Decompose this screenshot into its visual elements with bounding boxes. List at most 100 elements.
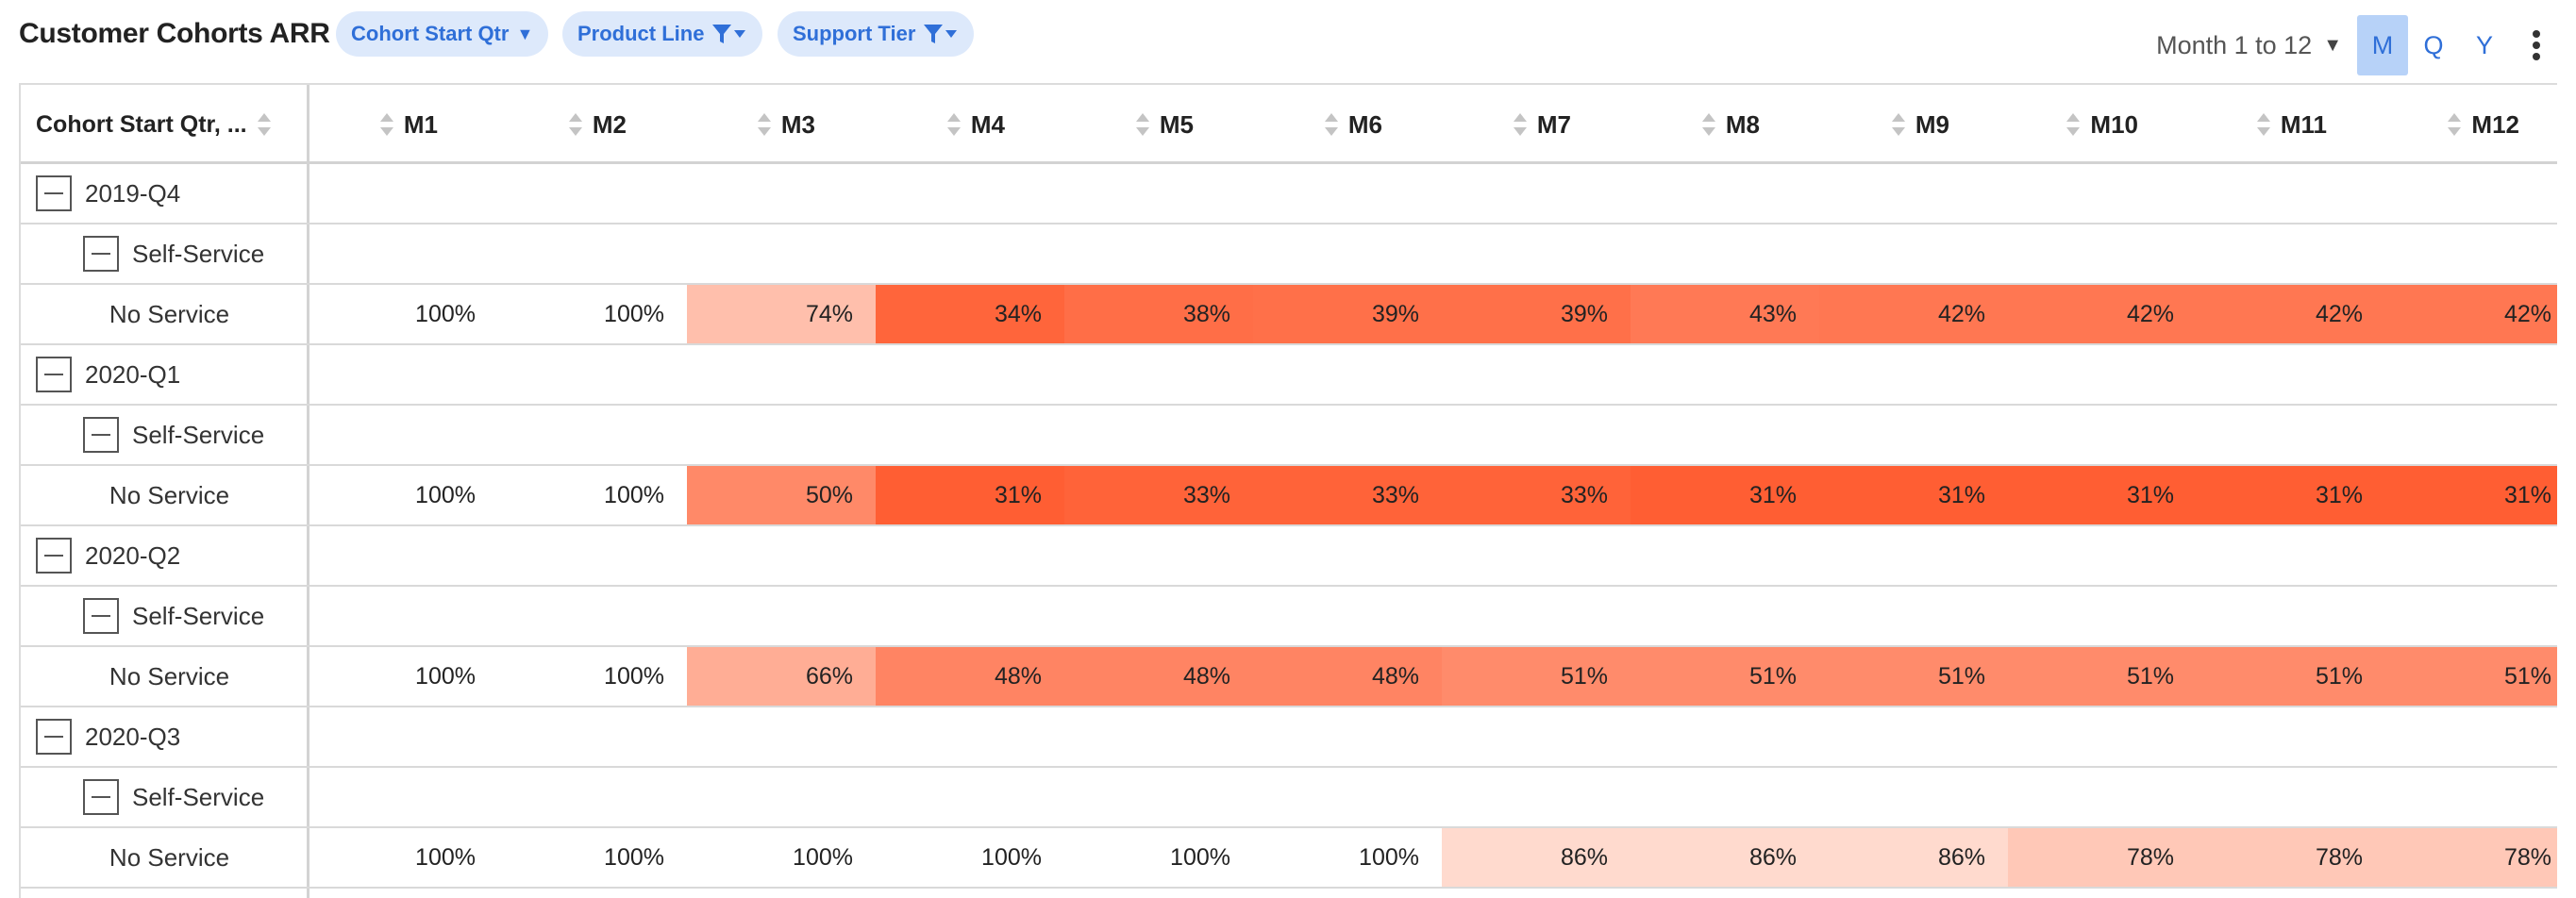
retention-cell[interactable]: 78% bbox=[2197, 828, 2385, 887]
cohort-table: Cohort Start Qtr, ... M1 M2 M3 M4 M5 M6 M7 M8 M9… bbox=[19, 83, 2557, 898]
granularity-button-m[interactable]: M bbox=[2357, 15, 2408, 75]
retention-cell[interactable]: 42% bbox=[2008, 285, 2197, 343]
retention-cell[interactable]: 39% bbox=[1442, 285, 1631, 343]
sort-icon[interactable] bbox=[946, 111, 962, 138]
column-header-label: M6 bbox=[1347, 109, 1382, 139]
retention-cell[interactable]: 48% bbox=[1253, 647, 1442, 706]
filter-chip-3[interactable]: Support Tier bbox=[778, 11, 975, 57]
column-header-m5[interactable]: M5 bbox=[1028, 85, 1216, 164]
retention-cell[interactable]: 43% bbox=[1631, 285, 1819, 343]
retention-cell[interactable]: 42% bbox=[2385, 285, 2557, 343]
retention-cell[interactable]: 31% bbox=[2197, 466, 2385, 524]
sort-icon[interactable] bbox=[1324, 111, 1339, 138]
retention-cell[interactable]: 50% bbox=[687, 466, 876, 524]
sort-icon[interactable] bbox=[2066, 111, 2081, 138]
retention-cell[interactable]: 66% bbox=[687, 647, 876, 706]
retention-cell[interactable]: 51% bbox=[2008, 647, 2197, 706]
table-row-product: Self-Service bbox=[21, 406, 2557, 466]
collapse-icon[interactable] bbox=[36, 175, 72, 211]
column-header-m3[interactable]: M3 bbox=[649, 85, 838, 164]
retention-cell[interactable]: 39% bbox=[1253, 285, 1442, 343]
month-range-dropdown[interactable]: Month 1 to 12 ▼ bbox=[2156, 31, 2342, 60]
sort-icon[interactable] bbox=[568, 111, 583, 138]
column-header-m6[interactable]: M6 bbox=[1216, 85, 1405, 164]
retention-cell[interactable]: 31% bbox=[2385, 466, 2557, 524]
column-header-cohort[interactable]: Cohort Start Qtr, ... bbox=[21, 85, 307, 164]
retention-cell[interactable]: 33% bbox=[1442, 466, 1631, 524]
retention-cell[interactable]: 100% bbox=[415, 843, 476, 871]
retention-cell[interactable]: 86% bbox=[1819, 828, 2008, 887]
collapse-icon[interactable] bbox=[83, 598, 119, 634]
column-header-m10[interactable]: M10 bbox=[1972, 85, 2161, 164]
retention-cell[interactable]: 51% bbox=[1631, 647, 1819, 706]
retention-cell[interactable]: 100% bbox=[415, 481, 476, 508]
retention-cell[interactable]: 100% bbox=[604, 300, 664, 327]
collapse-icon[interactable] bbox=[36, 357, 72, 392]
retention-cell[interactable]: 31% bbox=[1819, 466, 2008, 524]
collapse-icon[interactable] bbox=[83, 236, 119, 272]
sort-icon[interactable] bbox=[1701, 111, 1716, 138]
column-header-m7[interactable]: M7 bbox=[1405, 85, 1594, 164]
retention-cell[interactable]: 86% bbox=[1442, 828, 1631, 887]
column-header-label: M9 bbox=[1915, 109, 1949, 139]
granularity-button-q[interactable]: Q bbox=[2423, 30, 2444, 59]
retention-cell[interactable]: 38% bbox=[1064, 285, 1253, 343]
retention-cell[interactable]: 31% bbox=[876, 466, 1064, 524]
retention-cell[interactable]: 31% bbox=[1631, 466, 1819, 524]
sort-icon[interactable] bbox=[379, 111, 394, 138]
filter-icon bbox=[923, 23, 959, 45]
collapse-icon[interactable] bbox=[83, 417, 119, 453]
column-header-m2[interactable]: M2 bbox=[460, 85, 649, 164]
granularity-button-y[interactable]: Y bbox=[2475, 30, 2493, 59]
retention-cell[interactable]: 48% bbox=[1064, 647, 1253, 706]
column-header-m12[interactable]: M12 bbox=[2353, 85, 2542, 164]
retention-cell[interactable]: 31% bbox=[2008, 466, 2197, 524]
retention-cell[interactable]: 42% bbox=[2197, 285, 2385, 343]
retention-cell[interactable]: 34% bbox=[876, 285, 1064, 343]
retention-cell[interactable]: 86% bbox=[1631, 828, 1819, 887]
retention-cell[interactable]: 33% bbox=[1253, 466, 1442, 524]
column-header-m9[interactable]: M9 bbox=[1783, 85, 1972, 164]
retention-cell[interactable]: 100% bbox=[415, 300, 476, 327]
collapse-icon[interactable] bbox=[83, 779, 119, 815]
retention-cell[interactable]: 33% bbox=[1064, 466, 1253, 524]
sort-icon[interactable] bbox=[2447, 111, 2462, 138]
retention-cell[interactable]: 78% bbox=[2385, 828, 2557, 887]
column-header-m11[interactable]: M11 bbox=[2161, 85, 2350, 164]
retention-cell[interactable]: 48% bbox=[876, 647, 1064, 706]
retention-cell[interactable]: 100% bbox=[604, 843, 664, 871]
support-tier-label: No Service bbox=[109, 842, 230, 872]
sort-icon[interactable] bbox=[2256, 111, 2271, 138]
retention-cell[interactable]: 78% bbox=[2008, 828, 2197, 887]
retention-cell[interactable]: 51% bbox=[2197, 647, 2385, 706]
retention-cell[interactable]: 100% bbox=[793, 843, 853, 871]
column-header-m1[interactable]: M1 bbox=[272, 85, 460, 164]
collapse-icon[interactable] bbox=[36, 538, 72, 574]
retention-cell[interactable]: 100% bbox=[604, 481, 664, 508]
sort-icon[interactable] bbox=[1891, 111, 1906, 138]
column-header-label: Cohort Start Qtr, ... bbox=[36, 110, 247, 138]
retention-cell[interactable]: 100% bbox=[604, 662, 664, 690]
retention-cell[interactable]: 74% bbox=[687, 285, 876, 343]
sort-icon[interactable] bbox=[1135, 111, 1150, 138]
retention-cell[interactable]: 51% bbox=[1442, 647, 1631, 706]
retention-cell[interactable]: 100% bbox=[981, 843, 1042, 871]
retention-cell[interactable]: 42% bbox=[1819, 285, 2008, 343]
retention-cell[interactable]: 51% bbox=[2385, 647, 2557, 706]
support-tier-label: No Service bbox=[109, 480, 230, 509]
sort-icon[interactable] bbox=[757, 111, 772, 138]
frozen-column-divider bbox=[307, 85, 309, 898]
sort-icon[interactable] bbox=[1513, 111, 1528, 138]
retention-cell[interactable]: 51% bbox=[1819, 647, 2008, 706]
filter-chip-2[interactable]: Product Line bbox=[562, 11, 763, 57]
more-options-icon[interactable] bbox=[2516, 15, 2557, 75]
filter-chip-1[interactable]: Cohort Start Qtr ▼ bbox=[336, 11, 549, 57]
product-row-header: Self-Service bbox=[83, 768, 264, 826]
retention-cell[interactable]: 100% bbox=[1359, 843, 1419, 871]
retention-cell[interactable]: 100% bbox=[415, 662, 476, 690]
column-header-m4[interactable]: M4 bbox=[839, 85, 1028, 164]
column-header-m8[interactable]: M8 bbox=[1594, 85, 1782, 164]
retention-cell[interactable]: 100% bbox=[1170, 843, 1230, 871]
collapse-icon[interactable] bbox=[36, 719, 72, 755]
sort-icon[interactable] bbox=[257, 111, 272, 138]
